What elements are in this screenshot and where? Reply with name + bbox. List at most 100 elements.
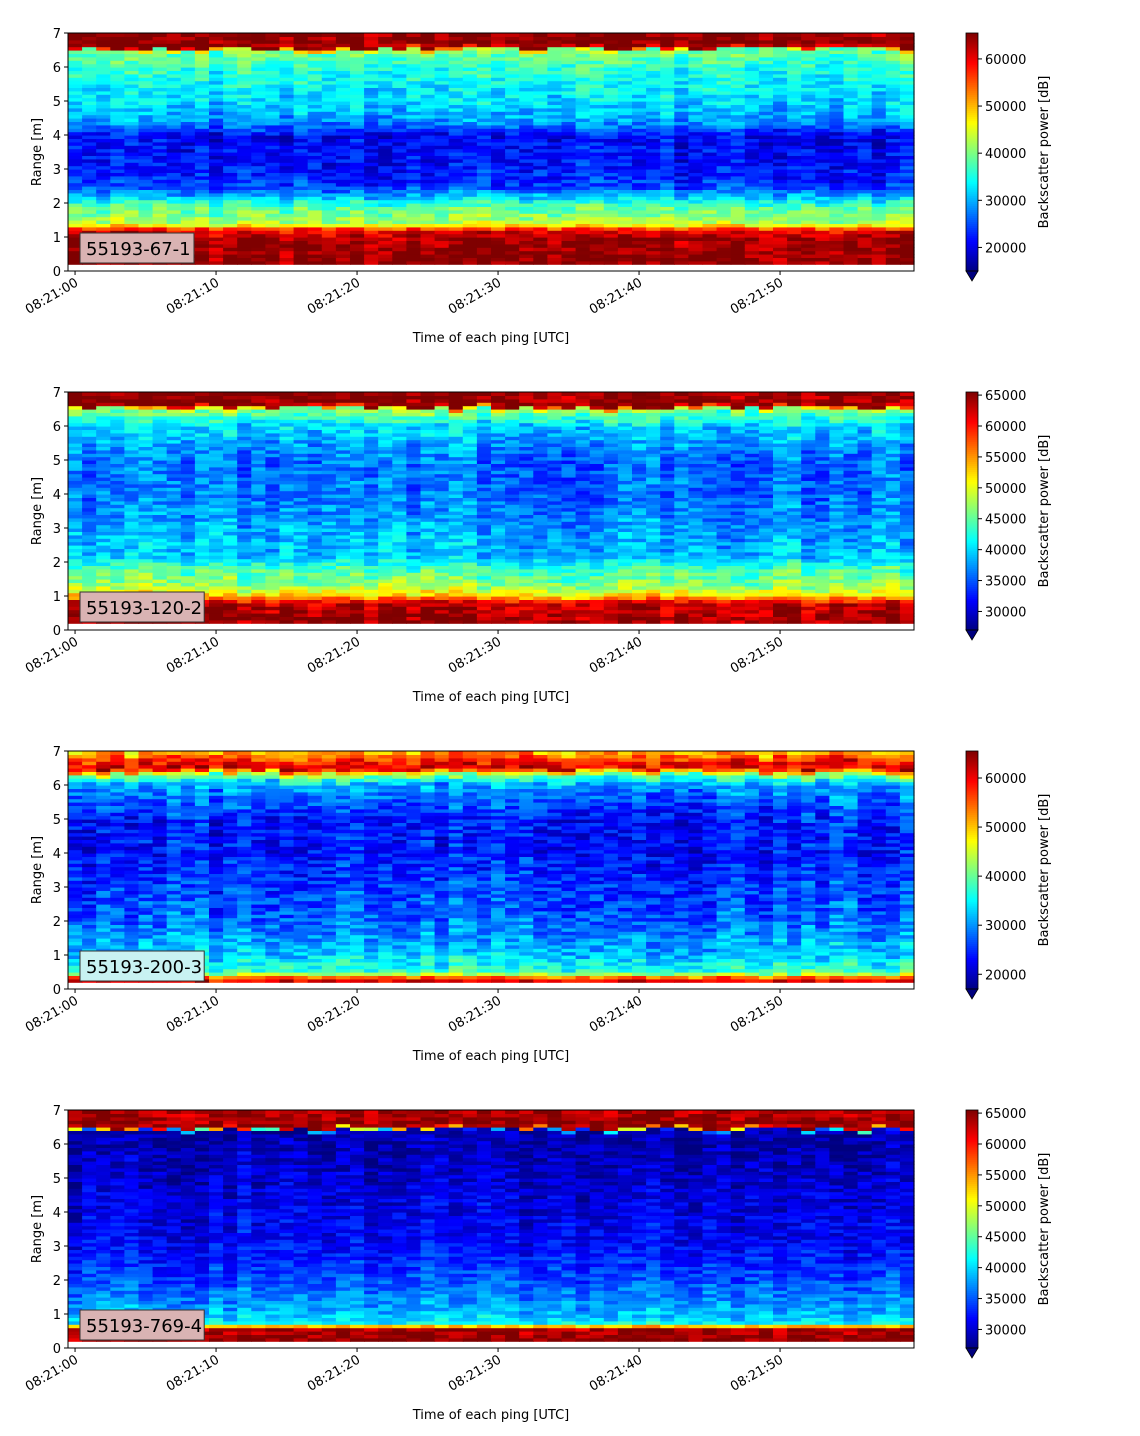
heatmap-cell [124, 182, 140, 187]
heatmap-cell [350, 145, 365, 150]
heatmap-cell [138, 87, 154, 92]
heatmap-cell [166, 39, 182, 44]
heatmap-cell [505, 233, 520, 238]
heatmap-cell [279, 77, 295, 82]
heatmap-cell [223, 213, 238, 218]
heatmap-cell [82, 196, 97, 201]
heatmap-cell [491, 182, 506, 187]
heatmap-cell [350, 60, 365, 65]
heatmap-cell [899, 226, 915, 231]
heatmap-cell [124, 453, 140, 458]
heatmap-cell [68, 392, 83, 396]
heatmap-cell [138, 172, 154, 177]
heatmap-cell [279, 260, 295, 265]
heatmap-cell [124, 80, 140, 85]
heatmap-cell [209, 179, 224, 184]
heatmap-cell [223, 121, 238, 126]
heatmap-cell [321, 118, 337, 122]
heatmap-cell [152, 172, 168, 177]
heatmap-cell [251, 118, 266, 122]
heatmap-cell [251, 63, 266, 68]
heatmap-cell [561, 192, 577, 197]
heatmap-cell [392, 233, 407, 238]
heatmap-cell [209, 36, 224, 41]
heatmap-cell [124, 203, 140, 207]
heatmap-cell [307, 189, 323, 194]
heatmap-cell [857, 131, 873, 136]
heatmap-cell [152, 487, 168, 492]
heatmap-cell [491, 131, 506, 136]
heatmap-cell [434, 209, 450, 214]
heatmap-cell [730, 233, 746, 238]
heatmap-cell [251, 220, 266, 224]
heatmap-cell [209, 155, 224, 160]
heatmap-cell [321, 203, 337, 207]
heatmap-cell [420, 254, 436, 258]
heatmap-cell [406, 237, 422, 241]
heatmap-cell [335, 87, 351, 92]
heatmap-cell [406, 189, 422, 194]
heatmap-cell [237, 90, 252, 95]
heatmap-cell [392, 97, 407, 102]
heatmap-cell [293, 43, 309, 48]
heatmap-cell [420, 186, 436, 190]
heatmap-cell [68, 257, 83, 262]
heatmap-cell [434, 141, 450, 146]
heatmap-cell [307, 240, 323, 245]
heatmap-cell [68, 223, 83, 228]
heatmap-cell [180, 203, 196, 207]
heatmap-cell [378, 70, 393, 75]
heatmap-cell [406, 172, 422, 177]
heatmap-cell [702, 199, 718, 204]
heatmap-cell [265, 172, 281, 177]
heatmap-cell [166, 203, 182, 207]
heatmap-cell [646, 209, 661, 214]
heatmap-cell [801, 165, 816, 170]
heatmap-cell [68, 155, 83, 160]
heatmap-cell [716, 209, 732, 214]
heatmap-cell [194, 254, 210, 258]
heatmap-cell [237, 33, 252, 37]
heatmap-cell [124, 53, 140, 58]
heatmap-cell [96, 230, 111, 235]
heatmap-cell [420, 182, 436, 187]
heatmap-cell [279, 84, 295, 88]
heatmap-cell [801, 33, 816, 37]
heatmap-cell [702, 250, 718, 255]
heatmap-cell [180, 121, 196, 126]
heatmap-cell [138, 84, 154, 88]
heatmap-cell [561, 250, 577, 255]
heatmap-cell [68, 260, 83, 265]
heatmap-cell [251, 158, 266, 163]
heatmap-cell [293, 175, 309, 180]
heatmap-cell [166, 131, 182, 136]
heatmap-cell [124, 114, 140, 119]
heatmap-cell [335, 165, 351, 170]
heatmap-cell [392, 260, 407, 265]
heatmap-cell [899, 158, 915, 163]
heatmap-cell [434, 165, 450, 170]
heatmap-cell [166, 216, 182, 221]
heatmap-cell [462, 209, 478, 214]
heatmap-cell [265, 43, 281, 48]
heatmap-cell [293, 240, 309, 245]
heatmap-cell [152, 50, 168, 54]
heatmap-cell [420, 199, 436, 204]
heatmap-cell [279, 186, 295, 190]
heatmap-cell [138, 179, 154, 184]
heatmap-cell [82, 94, 97, 99]
heatmap-cell [110, 124, 125, 129]
heatmap-cell [321, 36, 337, 41]
heatmap-cell [434, 158, 450, 163]
heatmap-cell [68, 63, 83, 68]
heatmap-cell [378, 121, 393, 126]
heatmap-cell [674, 148, 689, 153]
heatmap-cell [180, 63, 196, 68]
heatmap-cell [180, 118, 196, 122]
heatmap-cell [307, 182, 323, 187]
heatmap-cell [96, 172, 111, 177]
heatmap-cell [321, 220, 337, 224]
y-tick-label: 2 [53, 197, 61, 212]
heatmap-cell [547, 209, 563, 214]
heatmap-cell [82, 135, 97, 139]
